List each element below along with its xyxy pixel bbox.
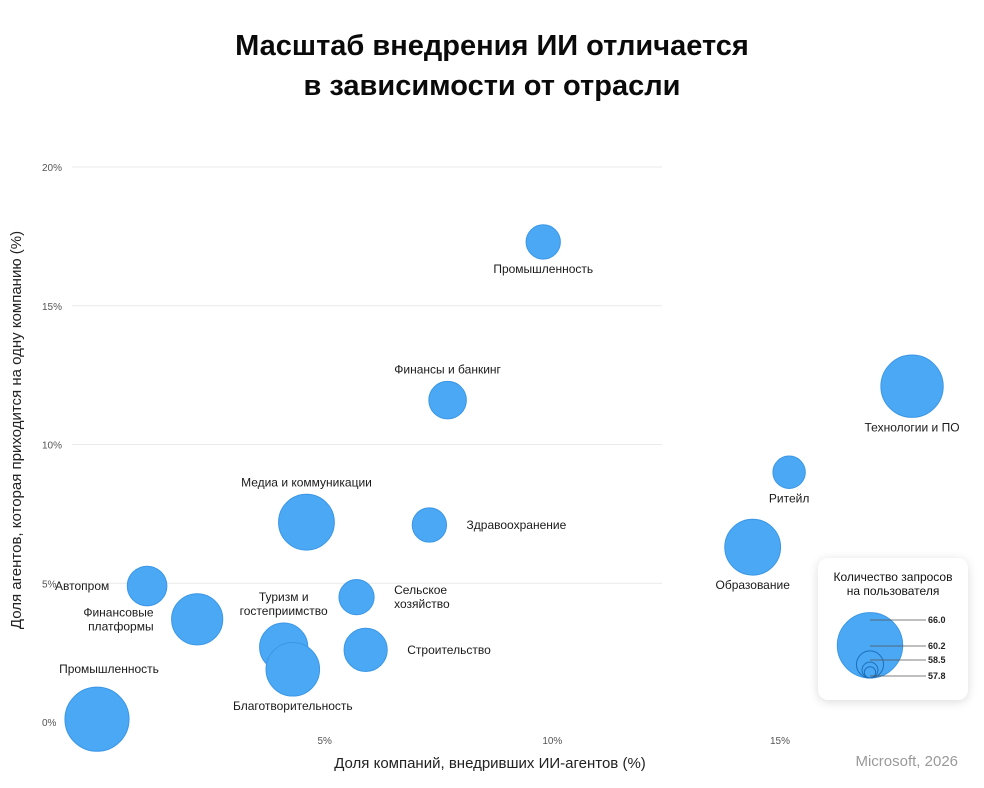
size-legend-title-line-2: на пользователя — [846, 584, 940, 598]
bubble-label: Медиа и коммуникации — [241, 475, 372, 489]
y-tick-label: 5% — [42, 579, 57, 590]
data-bubble — [724, 518, 782, 576]
bubble-label: Строительство — [407, 643, 491, 657]
y-axis-label: Доля агентов, которая приходится на одну… — [8, 230, 25, 630]
source-credit: Microsoft, 2026 — [855, 753, 958, 770]
bubble-label: Образование — [715, 578, 790, 592]
bubble-label: Технологии и ПО — [865, 420, 960, 434]
x-tick-label: 10% — [542, 736, 562, 747]
bubble-label-line: Строительство — [407, 643, 491, 657]
data-bubble — [428, 380, 467, 420]
bubble-label: Туризм и гостеприимство — [240, 590, 328, 618]
data-bubble — [126, 565, 168, 607]
bubble-label-line: гостеприимство — [240, 604, 328, 618]
data-bubble — [343, 627, 388, 672]
data-bubble — [338, 579, 375, 616]
size-legend-title: Количество запросов на пользователя — [818, 570, 968, 598]
x-tick-label: 5% — [317, 736, 332, 747]
y-tick-label: 20% — [42, 163, 62, 174]
bubble-label-line: Технологии и ПО — [865, 420, 960, 434]
bubble-label-line: платформы — [88, 619, 154, 633]
bubble-label: Ритейл — [769, 491, 809, 505]
chart-title: Масштаб внедрения ИИ отличается в зависи… — [0, 26, 984, 106]
bubble-label-line: Ритейл — [769, 491, 809, 505]
bubble-label: Благотворительность — [233, 699, 353, 713]
data-bubble — [64, 686, 130, 752]
y-tick-label: 15% — [42, 302, 62, 313]
size-legend-value: 57.8 — [928, 671, 946, 681]
bubble-label: Промышленность — [493, 262, 593, 276]
bubble-label: Финансовые платформы — [83, 605, 154, 633]
bubble-label-line: Промышленность — [59, 662, 159, 676]
y-tick-label: 0% — [42, 718, 57, 729]
bubble-label-line: хозяйство — [394, 597, 450, 611]
data-bubble — [265, 641, 321, 697]
size-legend-value: 60.2 — [928, 641, 946, 651]
x-tick-label: 15% — [770, 736, 790, 747]
size-legend-title-line-1: Количество запросов — [833, 570, 953, 584]
data-bubble — [411, 507, 448, 543]
chart-title-line-1: Масштаб внедрения ИИ отличается — [235, 30, 749, 62]
bubble-label: Финансы и банкинг — [394, 362, 501, 376]
size-legend-bubble — [863, 666, 877, 679]
data-bubble — [278, 493, 335, 551]
data-bubble — [171, 593, 224, 646]
data-bubble — [772, 455, 806, 489]
bubble-label-line: Сельское — [394, 583, 447, 597]
size-legend-value: 66.0 — [928, 615, 946, 625]
bubble-label-line: Медиа и коммуникации — [241, 475, 372, 489]
data-bubble — [525, 224, 561, 260]
bubble-label: Сельское хозяйство — [394, 583, 450, 611]
bubble-label-line: Промышленность — [493, 262, 593, 276]
bubble-label-line: Здравоохранение — [467, 518, 567, 532]
x-axis-label: Доля компаний, внедривших ИИ-агентов (%) — [0, 755, 984, 772]
size-legend-value: 58.5 — [928, 655, 946, 665]
bubble-label-line: Финансовые — [83, 605, 154, 619]
bubble-label-line: Благотворительность — [233, 699, 353, 713]
bubble-label: Промышленность — [59, 662, 159, 676]
x-axis-label-text: Доля компаний, внедривших ИИ-агентов (%) — [334, 755, 646, 772]
bubble-label: Здравоохранение — [467, 518, 567, 532]
size-legend-bubble — [836, 612, 904, 679]
data-bubble — [880, 354, 944, 418]
size-legend: Количество запросов на пользователя 66.0… — [818, 558, 968, 700]
bubble-label-line: Туризм и — [259, 590, 309, 604]
bubble-label-line: Финансы и банкинг — [394, 362, 501, 376]
size-legend-graphic: 66.0 60.2 58.5 57.8 — [836, 612, 946, 681]
chart-title-line-2: в зависимости от отрасли — [303, 70, 681, 102]
y-tick-label: 10% — [42, 441, 62, 452]
bubble-label-line: Автопром — [55, 579, 109, 593]
bubble-label: Автопром — [55, 579, 109, 593]
bubble-label-line: Образование — [715, 578, 790, 592]
